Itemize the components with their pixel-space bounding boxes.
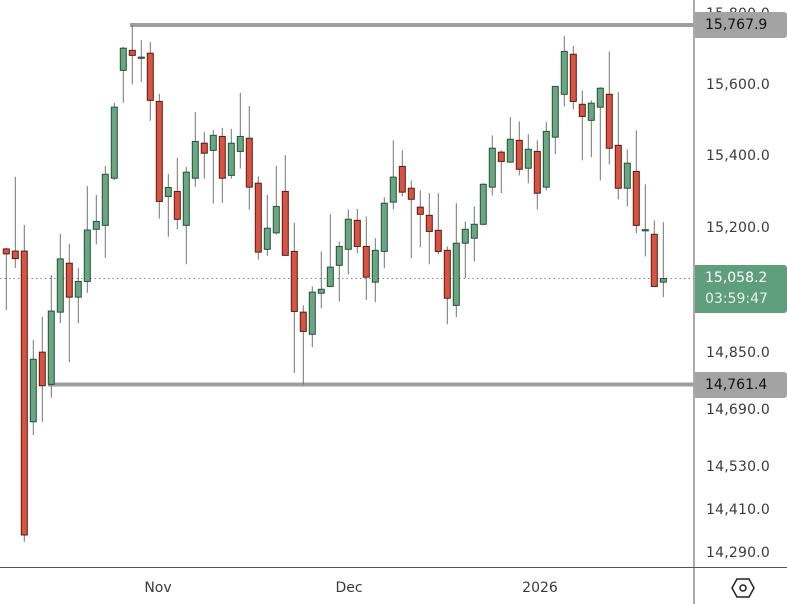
candle-down: [443, 249, 451, 299]
candle-up: [182, 171, 190, 226]
candle-up: [236, 135, 244, 152]
candle-down: [605, 93, 613, 149]
price-tick-label: 15,400.0: [706, 148, 770, 165]
candle-down: [173, 190, 181, 220]
support-price-label: 14,761.4: [695, 371, 787, 398]
candle-down: [200, 142, 208, 154]
candle-down: [146, 52, 154, 101]
candle-up: [110, 106, 118, 179]
candle-up: [317, 288, 325, 294]
candle-up: [659, 278, 667, 283]
candle-up: [74, 280, 82, 298]
candle-up: [227, 142, 235, 176]
candle-down: [38, 351, 46, 387]
candle-up: [587, 102, 595, 121]
candle-up: [389, 176, 397, 203]
candle-up: [272, 205, 280, 234]
candle-up: [308, 291, 316, 335]
candle-up: [371, 249, 379, 283]
price-tick-label: 14,690.0: [706, 402, 770, 418]
candle-up: [47, 310, 55, 385]
candle-down: [425, 214, 433, 232]
price-tick-label: 14,290.0: [706, 544, 770, 561]
candle-down: [398, 165, 406, 193]
resistance-price-label: 15,767.9: [695, 12, 787, 39]
candle-down: [299, 311, 307, 332]
candle-up: [542, 130, 550, 188]
candle-down: [497, 151, 505, 162]
candle-down: [407, 187, 415, 200]
candle-up: [137, 56, 145, 59]
candle-up: [335, 245, 343, 266]
candle-up: [623, 162, 631, 189]
price-tick-label: 15,200.0: [706, 219, 770, 236]
candle-up: [470, 223, 478, 239]
candle-down: [569, 53, 577, 102]
price-tick-label: 14,410.0: [706, 502, 770, 518]
price-tick-label: 14,850.0: [706, 344, 770, 361]
candle-down: [128, 49, 136, 56]
candle-up: [596, 87, 604, 108]
price-tick-label: 14,530.0: [706, 459, 770, 476]
support-price-text: 14,761.4: [705, 376, 768, 393]
hexagon-settings-icon[interactable]: [731, 577, 755, 599]
candle-up: [488, 147, 496, 188]
candle-up: [560, 50, 568, 95]
candle-up: [479, 183, 487, 225]
candle-down: [65, 262, 73, 298]
candle-up: [524, 148, 532, 169]
candle-up: [191, 140, 199, 179]
bar-countdown: 03:59:47: [705, 290, 768, 307]
candle-down: [650, 233, 658, 287]
candle-up: [461, 228, 469, 244]
time-tick-label: Dec: [335, 580, 363, 596]
candle-down: [515, 139, 523, 170]
candle-down: [353, 219, 361, 247]
candle-up: [164, 187, 172, 197]
price-tick-label: 15,600.0: [706, 77, 770, 93]
candle-up: [452, 242, 460, 306]
candle-up: [263, 227, 271, 250]
candle-down: [11, 250, 19, 260]
candle-up: [119, 47, 127, 71]
candle-down: [245, 137, 253, 188]
time-tick-label: 2026: [522, 580, 558, 596]
candle-up: [380, 202, 388, 252]
candle-up: [344, 218, 352, 250]
candle-up: [83, 229, 91, 282]
time-tick-label: Nov: [144, 580, 172, 596]
candle-down: [362, 245, 370, 278]
candle-up: [101, 173, 109, 226]
candle-up: [326, 266, 334, 287]
candle-down: [254, 182, 262, 253]
candle-down: [533, 150, 541, 194]
candle-down: [155, 100, 163, 202]
candle-down: [2, 248, 10, 255]
candle-down: [20, 250, 28, 536]
candle-up: [56, 258, 64, 313]
last-price-label: 15,058.2 03:59:47: [695, 264, 787, 313]
candle-up: [29, 358, 37, 423]
candle-up: [641, 229, 649, 232]
candle-down: [614, 144, 622, 189]
candle-up: [506, 138, 514, 163]
candle-down: [218, 135, 226, 179]
candle-up: [209, 134, 217, 151]
candle-down: [281, 190, 289, 256]
candle-down: [578, 103, 586, 117]
candle-down: [434, 229, 442, 252]
candle-up: [551, 85, 559, 138]
candle-down: [632, 170, 640, 226]
last-price-text: 15,058.2: [705, 269, 768, 286]
resistance-price-text: 15,767.9: [705, 17, 768, 34]
candle-down: [290, 250, 298, 312]
candle-down: [416, 206, 424, 215]
candle-up: [92, 220, 100, 230]
